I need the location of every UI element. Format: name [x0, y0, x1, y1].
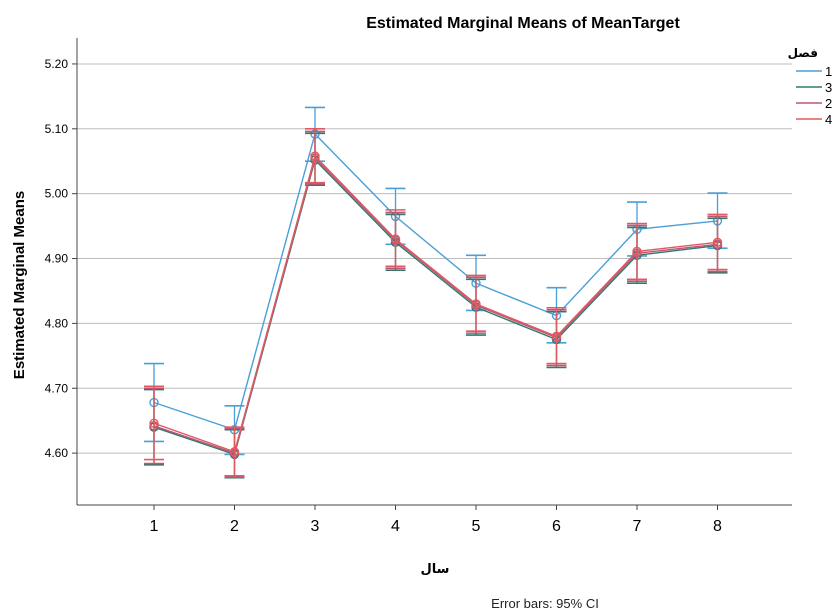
- legend-label: 1: [825, 64, 832, 79]
- series-line: [153, 132, 718, 431]
- y-axis-label: Estimated Marginal Means: [11, 191, 28, 379]
- axes: [76, 38, 792, 506]
- error-bar: [224, 426, 245, 477]
- legend-title: فصل: [788, 46, 818, 60]
- y-tick-label: 5.20: [45, 57, 69, 71]
- error-bar: [385, 209, 406, 268]
- y-tick-label: 4.60: [45, 446, 69, 460]
- series-4: [144, 128, 728, 477]
- error-bars-note: Error bars: 95% CI: [491, 596, 599, 611]
- x-axis-label: سال: [421, 562, 450, 577]
- y-tick-label: 5.00: [45, 187, 69, 201]
- y-tick-label: 4.70: [45, 381, 69, 395]
- y-tick-label: 5.10: [45, 122, 69, 136]
- data-point: [390, 234, 401, 244]
- legend-item: 2: [796, 96, 832, 111]
- x-tick-label: 1: [150, 518, 159, 535]
- legend-item: 1: [796, 64, 832, 79]
- data-point: [712, 237, 723, 248]
- series-line: [153, 158, 718, 456]
- error-bar: [305, 128, 325, 184]
- error-bar: [466, 274, 486, 332]
- x-axis-ticks: 1 2 3 4 5 6 7 8: [150, 505, 722, 535]
- plot-area: [144, 106, 728, 479]
- legend-item: 3: [796, 80, 832, 95]
- series-line: [153, 154, 718, 453]
- error-bar: [546, 307, 567, 365]
- x-tick-label: 4: [391, 518, 400, 535]
- legend-label: 3: [825, 80, 832, 95]
- x-tick-label: 8: [713, 518, 722, 535]
- x-tick-label: 6: [552, 518, 561, 535]
- data-point: [632, 246, 642, 257]
- data-point: [551, 331, 562, 342]
- data-point: [471, 299, 481, 309]
- data-point: [229, 447, 240, 457]
- error-bar: [144, 385, 164, 461]
- error-bar: [627, 222, 647, 281]
- x-tick-label: 3: [311, 518, 320, 535]
- error-bar: [707, 213, 728, 271]
- x-tick-label: 7: [633, 518, 642, 535]
- gridlines: [77, 63, 792, 454]
- y-tick-label: 4.90: [45, 252, 69, 266]
- series-2: [144, 130, 728, 478]
- legend-item: 4: [796, 112, 832, 127]
- x-tick-label: 2: [230, 518, 239, 535]
- y-tick-label: 4.80: [45, 316, 69, 330]
- legend-label: 4: [825, 112, 832, 127]
- data-point: [310, 151, 320, 161]
- data-point: [149, 418, 159, 428]
- y-axis-ticks: 4.60 4.70 4.80 4.90 5.00 5.10 5.20: [45, 57, 77, 460]
- legend-label: 2: [825, 96, 832, 111]
- chart-title: Estimated Marginal Means of MeanTarget: [366, 15, 680, 32]
- x-tick-label: 5: [472, 518, 481, 535]
- series-3: [144, 132, 728, 479]
